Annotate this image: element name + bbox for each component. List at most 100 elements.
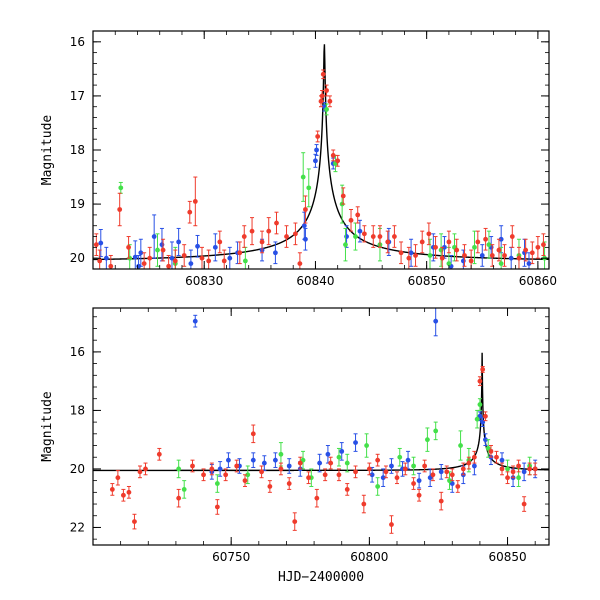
data-point: [147, 246, 153, 269]
data-point: [364, 433, 369, 458]
data-point: [217, 230, 223, 254]
data-point: [313, 153, 318, 168]
data-point: [447, 471, 452, 490]
data-point: [297, 252, 303, 269]
data-point: [293, 222, 298, 246]
data-point: [115, 469, 121, 486]
x-tick-label: 60860: [519, 274, 557, 288]
data-point: [303, 195, 308, 224]
data-point: [172, 249, 178, 269]
data-point: [234, 459, 240, 473]
data-point: [143, 462, 148, 476]
x-tick-label: 60850: [488, 550, 526, 564]
data-point: [411, 477, 416, 490]
data-point: [132, 240, 138, 269]
data-point: [375, 477, 381, 496]
data-point: [286, 458, 292, 474]
data-point: [206, 249, 212, 269]
data-point: [176, 488, 182, 508]
data-point: [320, 69, 326, 80]
data-point: [249, 217, 255, 246]
top-panel-zoom: 60830 60840 60850 60860 16 17 18 19 20 Magnitude: [40, 30, 557, 288]
y-tick-label: 17: [70, 89, 85, 103]
data-point: [214, 474, 220, 493]
data-point: [192, 314, 198, 328]
data-point: [433, 236, 438, 259]
data-point: [259, 465, 264, 479]
data-point: [416, 472, 422, 489]
data-point: [521, 496, 527, 512]
data-point: [306, 168, 312, 208]
data-point: [355, 206, 361, 224]
data-point: [466, 456, 472, 470]
data-point: [317, 453, 323, 473]
data-point: [521, 462, 527, 482]
data-point: [117, 192, 123, 227]
data-point: [324, 103, 329, 116]
data-point: [155, 233, 160, 267]
data-point: [97, 249, 103, 269]
x-tick-label: 60750: [212, 550, 250, 564]
y-tick-label: 16: [70, 35, 85, 49]
data-point: [212, 233, 218, 262]
data-point: [121, 488, 126, 502]
data-point: [369, 466, 375, 483]
data-point: [132, 513, 137, 530]
data-point: [301, 211, 307, 240]
data-point: [408, 238, 414, 267]
data-point: [156, 447, 162, 461]
data-point: [475, 230, 481, 254]
data-point: [394, 471, 400, 485]
data-point: [201, 468, 206, 482]
data-point: [137, 465, 143, 479]
data-point: [261, 455, 267, 471]
data-point: [336, 447, 342, 467]
data-point: [336, 468, 342, 482]
data-point: [380, 468, 386, 487]
data-point: [489, 244, 495, 267]
data-point: [433, 308, 439, 337]
data-point: [223, 468, 229, 482]
data-point: [427, 468, 433, 487]
y-tick-label: 16: [70, 345, 85, 359]
data-point: [93, 233, 99, 256]
data-point: [322, 468, 328, 482]
data-point: [278, 442, 284, 467]
data-point: [389, 515, 394, 534]
data-point: [159, 227, 165, 262]
x-axis-label: HJD−2400000: [278, 570, 364, 585]
data-point: [217, 461, 223, 477]
data-point: [425, 427, 430, 452]
data-point: [187, 200, 193, 224]
data-point: [486, 230, 492, 259]
data-point: [141, 252, 147, 269]
data-point: [433, 421, 439, 441]
data-point: [325, 445, 331, 464]
y-tick-label: 18: [70, 403, 85, 417]
data-point: [389, 458, 394, 474]
data-point: [303, 227, 308, 251]
data-point: [353, 433, 358, 452]
x-tick-label: 60830: [185, 274, 223, 288]
data-point: [449, 468, 455, 482]
data-point: [335, 154, 341, 167]
data-point: [454, 238, 460, 262]
data-point: [319, 90, 325, 102]
data-point: [516, 246, 522, 269]
data-point: [439, 246, 445, 269]
data-point: [227, 246, 233, 269]
data-point: [458, 430, 463, 461]
data-point: [535, 236, 541, 259]
data-point: [221, 249, 227, 269]
y-tick-label: 20: [70, 462, 85, 476]
data-point: [273, 452, 278, 468]
data-point: [176, 227, 182, 256]
data-point: [160, 238, 166, 262]
data-point: [328, 456, 334, 470]
data-point: [138, 238, 144, 267]
model-curve: [93, 44, 549, 261]
data-point: [480, 366, 486, 373]
data-point: [98, 229, 104, 258]
data-point: [510, 465, 516, 479]
